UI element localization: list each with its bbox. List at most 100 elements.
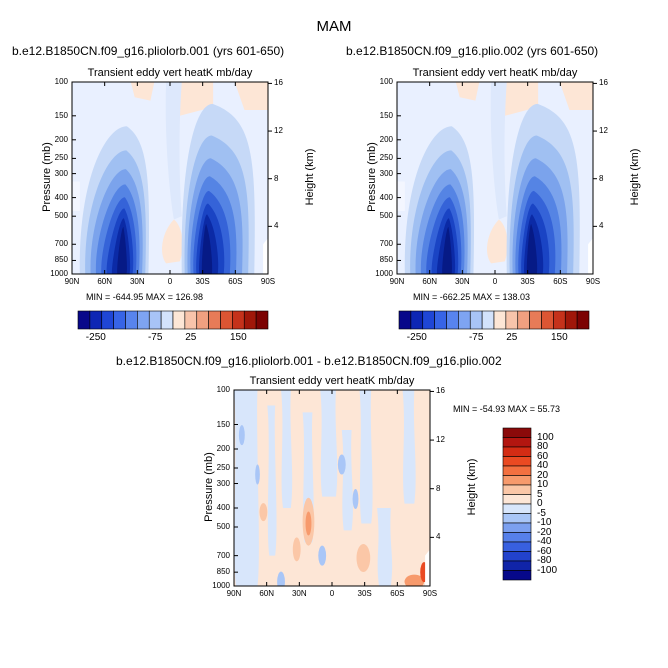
colorbar-swatch [502, 475, 532, 486]
colorbar-swatch [502, 551, 532, 562]
y-tick-label: 100 [216, 385, 230, 394]
panel-title: b.e12.B1850CN.f09_g16.pliolorb.001 - b.e… [116, 354, 502, 368]
y-tick-label: 100 [379, 77, 393, 86]
weak-region [72, 181, 80, 212]
x-tick-label: 0 [492, 277, 498, 286]
panel-subtitle: Transient eddy vert heatK mb/day [87, 67, 253, 79]
colorbar-label: -75 [468, 332, 484, 343]
colorbar-label: 20 [537, 469, 549, 481]
colorbar-label: 10 [537, 479, 549, 490]
colorbar-label: -40 [537, 536, 552, 547]
x-tick-label: 30N [454, 277, 470, 286]
y-tick-label: 400 [379, 192, 393, 202]
colorbar-swatch [502, 484, 532, 495]
positive-region [162, 219, 183, 264]
y-tick-label: 1000 [212, 581, 230, 590]
y-tick-label: 150 [54, 110, 68, 120]
panel-subtitle: Transient eddy vert heatK mb/day [249, 375, 415, 387]
x-tick-label: 60N [422, 277, 437, 286]
colorbar-label: -80 [537, 555, 552, 566]
positive-spot [292, 537, 301, 562]
y-tick-label: 500 [54, 211, 68, 221]
panel-subtitle: Transient eddy vert heatK mb/day [412, 67, 578, 79]
colorbar-swatch [517, 310, 530, 330]
colorbar-swatch [502, 513, 532, 524]
negative-spot [255, 464, 260, 485]
panel-2-plot [233, 389, 434, 587]
panel-stats: MIN = -644.95 MAX = 126.98 [86, 292, 204, 302]
colorbar-label: -250 [406, 332, 427, 343]
colorbar-label: -5 [537, 507, 546, 519]
x-tick-label: 60N [97, 277, 112, 286]
y-tick-label: 100 [54, 77, 68, 86]
colorbar-label: -75 [147, 332, 163, 343]
colorbar-swatch [77, 310, 91, 330]
colorbar-swatch [505, 310, 519, 330]
colorbar-swatch [502, 522, 532, 533]
y-tick-label: 250 [54, 153, 68, 163]
negative-spot [318, 545, 327, 566]
x-tick-label: 90S [260, 277, 276, 286]
y-tick-label: 400 [54, 192, 68, 202]
negative-region [402, 390, 416, 504]
y-tick-label: 400 [216, 503, 230, 512]
height-tick-label: 12 [436, 435, 445, 445]
colorbar-label: 25 [506, 332, 518, 343]
x-tick-label: 0 [329, 589, 335, 598]
negative-spot [277, 571, 285, 586]
positive-region [559, 82, 593, 111]
x-tick-label: 60N [259, 589, 274, 598]
colorbar-label: 25 [185, 332, 197, 343]
height-tick-label: 16 [436, 386, 445, 396]
x-tick-label: 90N [226, 589, 242, 598]
weak-region [165, 82, 182, 220]
y-tick-label: 300 [379, 168, 393, 178]
colorbar-swatch [113, 310, 126, 330]
contour-level [442, 227, 452, 274]
negative-region [281, 390, 293, 509]
colorbar-vertical [502, 427, 532, 581]
y-tick-label: 1000 [375, 269, 393, 278]
terrain-mask [425, 549, 430, 586]
colorbar-label: -20 [537, 526, 552, 538]
colorbar-swatch [502, 427, 532, 438]
positive-region [455, 82, 480, 101]
contour-level [526, 223, 538, 274]
colorbar-swatch [434, 310, 447, 330]
negative-region [341, 430, 353, 531]
colorbar-swatch [89, 310, 103, 330]
colorbar-swatch [576, 310, 590, 330]
positive-spot [305, 511, 312, 536]
colorbar-swatch [481, 310, 495, 330]
colorbar-swatch [502, 494, 532, 505]
height-tick-label: 4 [436, 532, 441, 542]
colorbar-label: 40 [537, 460, 549, 471]
colorbar-swatch [493, 310, 507, 330]
x-tick-label: 90S [585, 277, 601, 286]
y-tick-label: 200 [379, 134, 393, 144]
x-tick-label: 30S [520, 277, 535, 286]
positive-region [130, 82, 155, 101]
y-tick-label: 300 [54, 168, 68, 178]
x-tick-label: 0 [167, 277, 173, 286]
height-tick-label: 16 [599, 78, 608, 88]
colorbar-swatch [160, 310, 174, 330]
height-tick-label: 4 [599, 221, 604, 231]
negative-region [320, 390, 338, 497]
colorbar-swatch [446, 310, 459, 330]
colorbar-swatch [502, 437, 532, 448]
colorbar-swatch [184, 310, 198, 330]
panel-0-plot [71, 81, 272, 275]
y-tick-label: 150 [379, 110, 393, 120]
colorbar-label: -10 [537, 517, 552, 528]
colorbar-swatch [469, 310, 483, 330]
colorbar-swatch [502, 446, 532, 457]
y-tick-label: 200 [216, 444, 230, 453]
y-tick-label: 300 [216, 478, 230, 488]
colorbar-swatch [502, 456, 532, 467]
height-tick-label: 8 [599, 173, 604, 183]
colorbar-swatch [148, 310, 162, 330]
colorbar-label: -60 [537, 545, 552, 557]
x-tick-label: 90N [64, 277, 80, 286]
y-tick-label: 700 [216, 550, 230, 560]
